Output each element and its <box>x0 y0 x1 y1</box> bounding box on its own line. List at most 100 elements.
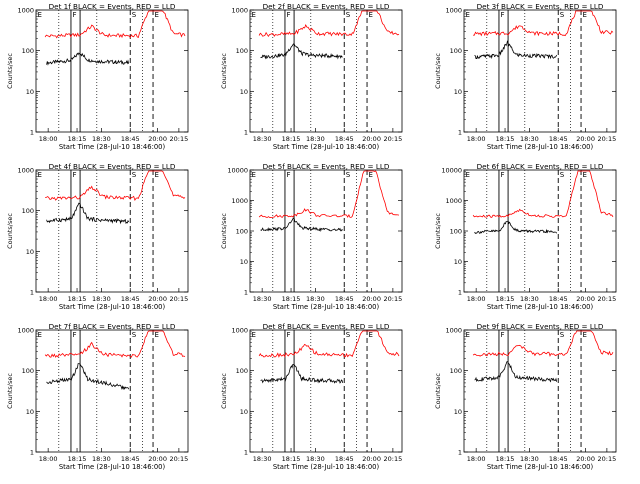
line-tag: F <box>286 11 290 19</box>
y-axis-label: Counts/sec <box>220 213 228 249</box>
line-tag: E <box>583 171 587 179</box>
line-tag: S <box>346 171 351 179</box>
x-tick-label: 18:15 <box>282 455 301 463</box>
y-tick-label: 1000 <box>17 167 34 175</box>
x-tick-label: 20:00 <box>576 135 595 143</box>
x-tick-label: 18:15 <box>282 135 301 143</box>
plot-frame <box>463 329 617 453</box>
line-tag: E <box>466 171 470 179</box>
line-tag: F <box>286 331 290 339</box>
x-tick-label: 18:45 <box>335 295 354 303</box>
line-tag: S <box>132 11 137 19</box>
y-tick-label: 10 <box>240 88 248 96</box>
line-tag: F <box>72 11 76 19</box>
x-tick-label: 18:30 <box>306 295 325 303</box>
lld-series-line <box>44 10 186 39</box>
y-tick-label: 1 <box>30 449 34 457</box>
y-axis-label: Counts/sec <box>6 53 14 89</box>
lld-series-line <box>472 330 614 357</box>
line-tag: S <box>132 171 137 179</box>
x-axis-label: Start Time (28-Jul-10 18:46:00) <box>59 463 166 471</box>
x-tick-label: 18:30 <box>92 135 111 143</box>
x-tick-label: 18:45 <box>549 135 568 143</box>
line-tag: E <box>369 11 373 19</box>
x-axis-label: Start Time (28-Jul-10 18:46:00) <box>273 303 380 311</box>
x-tick-label: 20:15 <box>598 135 617 143</box>
x-tick-label: 20:00 <box>148 135 167 143</box>
x-axis-label: Start Time (28-Jul-10 18:46:00) <box>487 463 594 471</box>
x-tick-label: 20:15 <box>384 295 403 303</box>
events-series-line <box>46 202 130 225</box>
x-tick-label: 18:30 <box>92 295 111 303</box>
y-tick-label: 10000 <box>441 167 462 175</box>
panel-det-7: Det 7f BLACK = Events, RED = LLD 1 10 100 10… <box>6 322 189 471</box>
lld-series-line <box>258 330 400 358</box>
y-tick-label: 1 <box>458 289 462 297</box>
y-tick-label: 1000 <box>231 197 248 205</box>
panel-title: Det 7f BLACK = Events, RED = LLD <box>49 322 176 331</box>
y-tick-label: 100 <box>236 47 248 55</box>
plot-frame <box>249 329 403 453</box>
x-tick-label: 18:00 <box>467 295 486 303</box>
y-tick-label: 10 <box>454 258 462 266</box>
events-series-line <box>46 363 130 391</box>
events-series-line <box>260 217 343 232</box>
x-tick-label: 18:00 <box>467 455 486 463</box>
x-tick-label: 18:45 <box>121 295 140 303</box>
lld-series-line <box>45 170 186 202</box>
x-tick-label: 20:00 <box>148 295 167 303</box>
x-tick-label: 18:45 <box>549 455 568 463</box>
line-tag: S <box>346 11 351 19</box>
y-axis-label: Counts/sec <box>220 53 228 89</box>
panel-det-2: Det 2f BLACK = Events, RED = LLD 1 10 100 10… <box>220 2 403 151</box>
panel-title: Det 1f BLACK = Events, RED = LLD <box>49 2 176 11</box>
y-tick-label: 10 <box>26 248 34 256</box>
y-tick-label: 1000 <box>445 7 462 15</box>
lld-series-line <box>472 170 614 218</box>
x-tick-label: 18:30 <box>520 455 539 463</box>
panel-det-1: Det 1f BLACK = Events, RED = LLD 1 10 100 10… <box>6 2 189 151</box>
x-tick-label: 18:15 <box>282 295 301 303</box>
panel-det-5: Det 5f BLACK = Events, RED = LLD 1 10 100 10… <box>220 162 403 311</box>
line-tag: E <box>583 11 587 19</box>
x-tick-label: 20:15 <box>384 135 403 143</box>
y-tick-label: 1 <box>244 449 248 457</box>
x-tick-label: 20:00 <box>362 135 381 143</box>
x-tick-label: 18:30 <box>253 295 272 303</box>
x-tick-label: 20:15 <box>170 455 189 463</box>
y-tick-label: 10 <box>26 408 34 416</box>
x-tick-label: 18:30 <box>306 455 325 463</box>
panel-title: Det 6f BLACK = Events, RED = LLD <box>477 162 604 171</box>
y-tick-label: 10 <box>240 408 248 416</box>
y-axis-label: Counts/sec <box>6 213 14 249</box>
x-tick-label: 18:45 <box>121 455 140 463</box>
y-tick-label: 1000 <box>445 197 462 205</box>
events-series-line <box>260 364 344 384</box>
line-tag: F <box>72 331 76 339</box>
y-tick-label: 1000 <box>445 327 462 335</box>
y-tick-label: 1 <box>30 289 34 297</box>
panel-det-6: Det 6f BLACK = Events, RED = LLD 1 10 100 10… <box>434 162 617 311</box>
line-tag: E <box>155 11 159 19</box>
plot-frame <box>35 329 189 453</box>
y-tick-label: 100 <box>22 207 34 215</box>
x-tick-label: 20:00 <box>362 455 381 463</box>
x-tick-label: 20:00 <box>148 455 167 463</box>
x-tick-label: 18:30 <box>253 135 272 143</box>
y-tick-label: 1 <box>30 129 34 137</box>
plot-frame <box>35 169 189 293</box>
line-tag: S <box>346 331 351 339</box>
y-tick-label: 100 <box>450 228 462 236</box>
x-tick-label: 18:15 <box>496 295 515 303</box>
line-tag: S <box>560 171 565 179</box>
line-tag: E <box>466 11 470 19</box>
x-tick-label: 18:00 <box>39 455 58 463</box>
lld-series-line <box>258 10 400 38</box>
panel-det-8: Det 8f BLACK = Events, RED = LLD 1 10 100 10… <box>220 322 403 471</box>
y-axis-label: Counts/sec <box>434 53 442 89</box>
events-series-line <box>46 52 130 66</box>
line-tag: S <box>560 331 565 339</box>
y-tick-label: 1000 <box>17 327 34 335</box>
x-axis-label: Start Time (28-Jul-10 18:46:00) <box>487 303 594 311</box>
